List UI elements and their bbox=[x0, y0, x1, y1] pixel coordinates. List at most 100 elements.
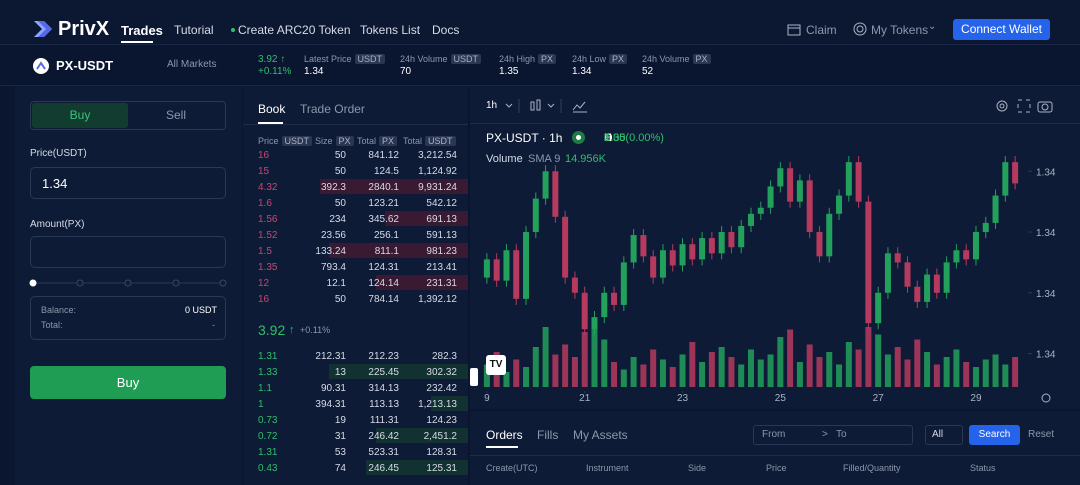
book-cell: 113.13 bbox=[369, 399, 399, 410]
book-cell: 542.12 bbox=[426, 198, 457, 209]
candle-body bbox=[513, 250, 520, 299]
book-cell: 4.32 bbox=[258, 182, 278, 193]
book-cell: 1.56 bbox=[258, 214, 278, 225]
volume-bar bbox=[679, 354, 686, 387]
book-cell: 212.23 bbox=[368, 351, 399, 362]
filter[interactable] bbox=[925, 425, 963, 445]
volume-bar bbox=[992, 354, 999, 387]
candle-body bbox=[884, 253, 891, 293]
candle-body bbox=[620, 262, 627, 305]
stat-value: 1.35 bbox=[499, 66, 519, 77]
pair-icon bbox=[33, 58, 49, 74]
volume-bar bbox=[699, 362, 706, 387]
chart-toolbar bbox=[505, 99, 587, 113]
book-header-unit: PX bbox=[335, 136, 354, 146]
book-cell: 125.31 bbox=[426, 463, 457, 474]
candle-body bbox=[845, 162, 852, 196]
candle-body bbox=[767, 186, 774, 208]
price-value: 1.34 bbox=[42, 176, 68, 191]
amount-input[interactable] bbox=[30, 236, 226, 268]
book-cell: 9,931.24 bbox=[418, 182, 457, 193]
book-header-unit: USDT bbox=[425, 136, 456, 146]
assets-tab[interactable]: My Assets bbox=[573, 428, 628, 442]
volume-bar bbox=[796, 362, 803, 387]
volume-bar bbox=[875, 334, 882, 387]
candle-body bbox=[826, 213, 833, 257]
book-tab[interactable]: Book bbox=[258, 102, 286, 116]
book-cell: 16 bbox=[258, 294, 270, 305]
volume-bar bbox=[708, 352, 715, 387]
candle-body bbox=[738, 225, 745, 248]
stat-label: 24h Volume PX bbox=[642, 54, 711, 64]
candle-body bbox=[982, 222, 989, 233]
nav-bar bbox=[0, 0, 1080, 45]
book-cell: 1.35 bbox=[258, 262, 278, 273]
y-tick-label: 1.34 bbox=[1036, 350, 1056, 361]
search-button[interactable]: Search bbox=[969, 425, 1020, 445]
book-cell: 74 bbox=[334, 463, 346, 474]
ohlc-item: 1.35 bbox=[604, 132, 626, 144]
book-cell: 225.45 bbox=[368, 367, 399, 378]
reset-button[interactable]: Reset bbox=[1028, 429, 1055, 440]
trade-order-tab[interactable]: Trade Order bbox=[300, 102, 365, 116]
volume-bar bbox=[943, 357, 950, 387]
nav-link[interactable]: Tutorial bbox=[174, 23, 214, 37]
nav-dot bbox=[231, 28, 235, 32]
stat-value: 70 bbox=[400, 66, 412, 77]
candle-body bbox=[718, 232, 725, 254]
volume-bar bbox=[601, 339, 608, 387]
orders-tab[interactable]: Orders bbox=[486, 428, 523, 442]
buy-tab[interactable]: Buy bbox=[32, 103, 128, 128]
volume-bar bbox=[483, 364, 490, 387]
claim[interactable]: Claim bbox=[806, 23, 837, 37]
sell-tab[interactable]: Sell bbox=[165, 108, 186, 122]
interval[interactable]: 1h bbox=[486, 100, 498, 111]
x-tick-label: 9 bbox=[484, 393, 490, 404]
y-tick-label: 1.34 bbox=[1036, 167, 1056, 178]
book-cell: 1.33 bbox=[258, 367, 278, 378]
panel-handle[interactable] bbox=[470, 368, 478, 386]
book-cell: 133.24 bbox=[315, 246, 346, 257]
ohlc-item: C bbox=[604, 132, 612, 144]
order-header: Create(UTC) bbox=[486, 463, 538, 473]
stat-label: 24h High PX bbox=[499, 54, 557, 64]
book-cell: 50 bbox=[334, 150, 346, 161]
candle-body bbox=[914, 286, 921, 302]
nav-link[interactable]: Tokens List bbox=[360, 23, 421, 37]
stat-label: 24h Low PX bbox=[572, 54, 628, 64]
divider bbox=[470, 123, 1080, 124]
connect-wallet-button[interactable]: Connect Wallet bbox=[953, 19, 1050, 40]
nav-link[interactable]: Docs bbox=[432, 23, 460, 37]
depth-bar bbox=[431, 396, 468, 411]
buy-button[interactable]: Buy bbox=[30, 366, 226, 399]
nav-link[interactable]: Create ARC20 Token bbox=[238, 23, 351, 37]
candle-body bbox=[669, 250, 676, 266]
my-tokens[interactable]: My Tokens bbox=[871, 23, 929, 37]
book-cell: 1,124.92 bbox=[418, 166, 457, 177]
tokens-icon bbox=[853, 22, 867, 36]
book-cell: 1.52 bbox=[258, 230, 278, 241]
book-cell: 302.32 bbox=[426, 367, 457, 378]
volume-bar bbox=[630, 357, 637, 387]
slider[interactable] bbox=[28, 277, 228, 289]
price-input[interactable] bbox=[30, 167, 226, 199]
depth-bar bbox=[329, 243, 468, 258]
logo-icon bbox=[34, 21, 52, 37]
candle-body bbox=[532, 198, 539, 233]
markets-dropdown[interactable]: All Markets bbox=[167, 59, 217, 70]
candle-body bbox=[728, 232, 735, 248]
volume-bar bbox=[865, 327, 872, 387]
candle-body bbox=[611, 292, 618, 305]
book-cell: 394.31 bbox=[315, 399, 346, 410]
book-cell: 981.23 bbox=[426, 246, 457, 257]
book-cell: 1.5 bbox=[258, 246, 272, 257]
book-cell: 2,451.2 bbox=[423, 431, 457, 442]
mid-change: +0.11% bbox=[300, 325, 331, 335]
book-cell: 123.21 bbox=[368, 198, 399, 209]
date-range[interactable] bbox=[753, 425, 913, 445]
fills-tab[interactable]: Fills bbox=[537, 428, 559, 442]
nav-link[interactable]: Trades bbox=[121, 23, 163, 38]
candle-body bbox=[562, 216, 569, 278]
depth-bar bbox=[329, 364, 468, 379]
